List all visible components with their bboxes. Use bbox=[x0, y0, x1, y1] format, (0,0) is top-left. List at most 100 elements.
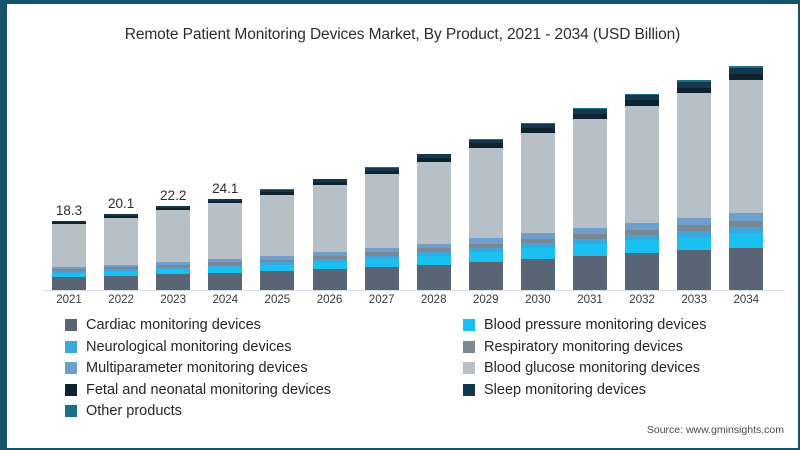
bar-segment-multiparameter bbox=[260, 256, 295, 260]
legend-label: Blood pressure monitoring devices bbox=[484, 317, 707, 333]
legend-label: Neurological monitoring devices bbox=[86, 338, 292, 355]
bar-segment-multiparameter bbox=[416, 243, 451, 249]
bar-segment-sleep bbox=[364, 167, 399, 171]
x-axis-tick-2021: 2021 bbox=[56, 294, 82, 306]
bar-segment-blood_pressure bbox=[416, 255, 451, 265]
bar-segment-fetal_neonatal bbox=[677, 87, 712, 94]
bar-column[interactable] bbox=[416, 154, 451, 290]
legend-item-blood_glucose[interactable]: Blood glucose monitoring devices bbox=[463, 360, 700, 376]
bar-segment-respiratory bbox=[156, 264, 191, 267]
bar-segment-respiratory bbox=[416, 248, 451, 253]
bar-segment-blood_pressure bbox=[260, 264, 295, 272]
legend: Cardiac monitoring devices Blood pressure… bbox=[65, 317, 765, 427]
bar-segment-fetal_neonatal bbox=[520, 128, 555, 133]
bar-segment-blood_glucose bbox=[625, 105, 660, 223]
bar-segment-other bbox=[677, 80, 712, 82]
axis-baseline bbox=[43, 290, 785, 291]
plot-area: 18.3 20.1 22.2 24.1 bbox=[43, 62, 791, 290]
bar-segment-multiparameter bbox=[104, 264, 139, 268]
bar-segment-multiparameter bbox=[468, 238, 503, 244]
bar-segment-blood_pressure bbox=[312, 262, 347, 270]
bar-segment-cardiac bbox=[364, 267, 399, 290]
legend-label: Sleep monitoring devices bbox=[484, 381, 647, 398]
bar-segment-neurological bbox=[573, 239, 607, 245]
bar-segment-multiparameter bbox=[156, 261, 191, 265]
legend-swatch-cardiac bbox=[65, 319, 77, 331]
bar-segment-sleep bbox=[104, 214, 139, 216]
bar-column[interactable]: 24.1 bbox=[208, 181, 243, 290]
legend-item-other[interactable]: Other products bbox=[65, 403, 182, 419]
bar-column[interactable] bbox=[520, 122, 555, 290]
bar-segment-respiratory bbox=[312, 256, 347, 260]
legend-swatch-multiparameter bbox=[65, 362, 77, 374]
bar-segment-respiratory bbox=[468, 243, 503, 248]
bar-column[interactable] bbox=[312, 179, 347, 290]
bar-segment-cardiac bbox=[156, 274, 191, 290]
bar-segment-blood_glucose bbox=[520, 132, 555, 234]
bar-column[interactable] bbox=[729, 66, 764, 290]
bar-segment-fetal_neonatal bbox=[312, 182, 347, 186]
bar-segment-sleep bbox=[312, 179, 347, 183]
bar-segment-respiratory bbox=[364, 252, 399, 256]
bar-value-label: 18.3 bbox=[55, 202, 83, 218]
bar-segment-multiparameter bbox=[208, 259, 243, 263]
bar-column[interactable] bbox=[677, 80, 712, 290]
bar-segment-multiparameter bbox=[573, 227, 607, 235]
bar-value-label: 24.1 bbox=[212, 180, 239, 196]
bar-segment-neurological bbox=[416, 252, 451, 256]
x-axis-tick-2029: 2029 bbox=[473, 294, 499, 306]
bar-segment-multiparameter bbox=[52, 266, 86, 270]
bar-segment-neurological bbox=[104, 269, 139, 272]
bar-value-label: 22.2 bbox=[160, 187, 187, 203]
bar-segment-cardiac bbox=[677, 250, 712, 290]
x-axis-tick-2028: 2028 bbox=[420, 294, 447, 306]
bar-segment-multiparameter bbox=[729, 212, 764, 221]
x-axis-tick-2023: 2023 bbox=[160, 294, 186, 306]
bar-column[interactable]: 18.3 bbox=[52, 203, 86, 290]
legend-item-blood_pressure[interactable]: Blood pressure monitoring devices bbox=[463, 317, 706, 333]
legend-label: Respiratory monitoring devices bbox=[484, 338, 684, 355]
bar-segment-sleep bbox=[625, 95, 660, 101]
legend-item-fetal_neonatal[interactable]: Fetal and neonatal monitoring devices bbox=[65, 382, 331, 398]
bar-segment-cardiac bbox=[416, 264, 451, 290]
bar-column[interactable]: 22.2 bbox=[156, 188, 191, 290]
legend-item-sleep[interactable]: Sleep monitoring devices bbox=[463, 382, 646, 398]
legend-swatch-sleep bbox=[463, 383, 475, 396]
bar-segment-blood_glucose bbox=[156, 210, 191, 262]
x-axis-tick-2027: 2027 bbox=[368, 294, 395, 306]
bar-segment-blood_pressure bbox=[364, 259, 399, 268]
bar-segment-blood_pressure bbox=[677, 236, 712, 251]
bar-segment-respiratory bbox=[52, 269, 86, 272]
legend-label: Blood glucose monitoring devices bbox=[484, 360, 701, 376]
bar-segment-fetal_neonatal bbox=[260, 192, 295, 196]
bar-segment-blood_glucose bbox=[416, 161, 451, 244]
legend-item-cardiac[interactable]: Cardiac monitoring devices bbox=[65, 317, 261, 333]
legend-swatch-blood_glucose bbox=[463, 362, 475, 374]
legend-swatch-respiratory bbox=[463, 340, 475, 353]
bar-value-label: 20.1 bbox=[107, 195, 135, 211]
bar-segment-other bbox=[520, 122, 555, 124]
legend-item-neurological[interactable]: Neurological monitoring devices bbox=[65, 339, 292, 355]
bar-column[interactable] bbox=[468, 139, 503, 290]
bar-segment-neurological bbox=[156, 266, 191, 270]
bar-segment-cardiac bbox=[104, 275, 139, 290]
bar-column[interactable] bbox=[573, 108, 607, 290]
bar-column[interactable]: 20.1 bbox=[104, 196, 139, 290]
bar-segment-fetal_neonatal bbox=[416, 157, 451, 162]
bar-column[interactable] bbox=[260, 189, 295, 290]
bar-segment-multiparameter bbox=[520, 233, 555, 239]
bar-segment-sleep bbox=[677, 81, 712, 88]
bar-segment-fetal_neonatal bbox=[208, 201, 243, 204]
bar-segment-blood_pressure bbox=[573, 244, 607, 256]
bar-column[interactable] bbox=[625, 94, 660, 290]
bar-segment-fetal_neonatal bbox=[364, 170, 399, 175]
bar-segment-fetal_neonatal bbox=[156, 207, 191, 211]
bar-segment-neurological bbox=[468, 247, 503, 253]
bar-segment-cardiac bbox=[312, 269, 347, 290]
bar-segment-blood_glucose bbox=[312, 185, 347, 253]
legend-item-multiparameter[interactable]: Multiparameter monitoring devices bbox=[65, 360, 308, 376]
legend-item-respiratory[interactable]: Respiratory monitoring devices bbox=[463, 339, 683, 355]
bar-column[interactable] bbox=[364, 167, 399, 290]
bar-segment-sleep bbox=[468, 139, 503, 144]
bar-segment-sleep bbox=[208, 198, 243, 202]
